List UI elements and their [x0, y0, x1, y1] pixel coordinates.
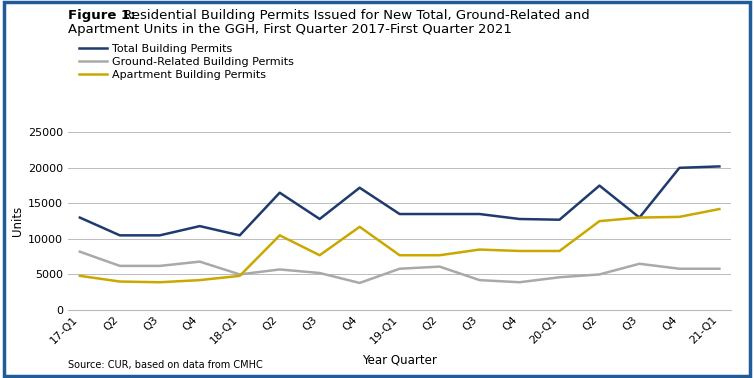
Apartment Building Permits [195, 278, 204, 282]
Total Building Permits [115, 233, 124, 238]
Ground-Related Building Permits [75, 249, 84, 254]
Apartment Building Permits [595, 219, 604, 223]
Line: Total Building Permits: Total Building Permits [80, 166, 719, 235]
Total Building Permits [315, 217, 324, 221]
Total Building Permits [435, 212, 444, 216]
Apartment Building Permits [275, 233, 284, 238]
Total Building Permits [155, 233, 164, 238]
Total Building Permits [635, 215, 644, 220]
Total Building Permits [555, 217, 564, 222]
Apartment Building Permits [675, 215, 684, 219]
Apartment Building Permits [515, 249, 524, 253]
Total Building Permits [355, 186, 364, 190]
Ground-Related Building Permits [475, 278, 484, 282]
Total Building Permits [715, 164, 724, 169]
Ground-Related Building Permits [235, 272, 244, 277]
Ground-Related Building Permits [315, 271, 324, 275]
Text: Figure 1:: Figure 1: [68, 9, 136, 22]
Apartment Building Permits [395, 253, 404, 257]
Ground-Related Building Permits [675, 266, 684, 271]
Legend: Total Building Permits, Ground-Related Building Permits, Apartment Building Perm: Total Building Permits, Ground-Related B… [75, 40, 299, 84]
Ground-Related Building Permits [115, 263, 124, 268]
Ground-Related Building Permits [555, 275, 564, 280]
Total Building Permits [475, 212, 484, 216]
Ground-Related Building Permits [435, 264, 444, 269]
Total Building Permits [75, 215, 84, 220]
Apartment Building Permits [635, 215, 644, 220]
X-axis label: Year Quarter: Year Quarter [362, 353, 437, 366]
Apartment Building Permits [75, 274, 84, 278]
Ground-Related Building Permits [355, 281, 364, 285]
Apartment Building Permits [715, 207, 724, 211]
Ground-Related Building Permits [395, 266, 404, 271]
Total Building Permits [675, 166, 684, 170]
Total Building Permits [275, 191, 284, 195]
Ground-Related Building Permits [195, 259, 204, 264]
Total Building Permits [515, 217, 524, 221]
Total Building Permits [195, 224, 204, 228]
Total Building Permits [395, 212, 404, 216]
Apartment Building Permits [355, 225, 364, 229]
Apartment Building Permits [315, 253, 324, 257]
Apartment Building Permits [555, 249, 564, 253]
Text: Apartment Units in the GGH, First Quarter 2017-First Quarter 2021: Apartment Units in the GGH, First Quarte… [68, 23, 512, 36]
Total Building Permits [595, 183, 604, 188]
Apartment Building Permits [155, 280, 164, 285]
Ground-Related Building Permits [635, 262, 644, 266]
Ground-Related Building Permits [155, 263, 164, 268]
Apartment Building Permits [475, 247, 484, 252]
Y-axis label: Units: Units [11, 206, 23, 236]
Total Building Permits [235, 233, 244, 238]
Ground-Related Building Permits [595, 272, 604, 277]
Ground-Related Building Permits [715, 266, 724, 271]
Line: Ground-Related Building Permits: Ground-Related Building Permits [80, 252, 719, 283]
Text: Source: CUR, based on data from CMHC: Source: CUR, based on data from CMHC [68, 361, 262, 370]
Ground-Related Building Permits [515, 280, 524, 285]
Apartment Building Permits [235, 274, 244, 278]
Apartment Building Permits [115, 279, 124, 284]
Apartment Building Permits [435, 253, 444, 257]
Text: Residential Building Permits Issued for New Total, Ground-Related and: Residential Building Permits Issued for … [119, 9, 590, 22]
Line: Apartment Building Permits: Apartment Building Permits [80, 209, 719, 282]
Ground-Related Building Permits [275, 267, 284, 272]
